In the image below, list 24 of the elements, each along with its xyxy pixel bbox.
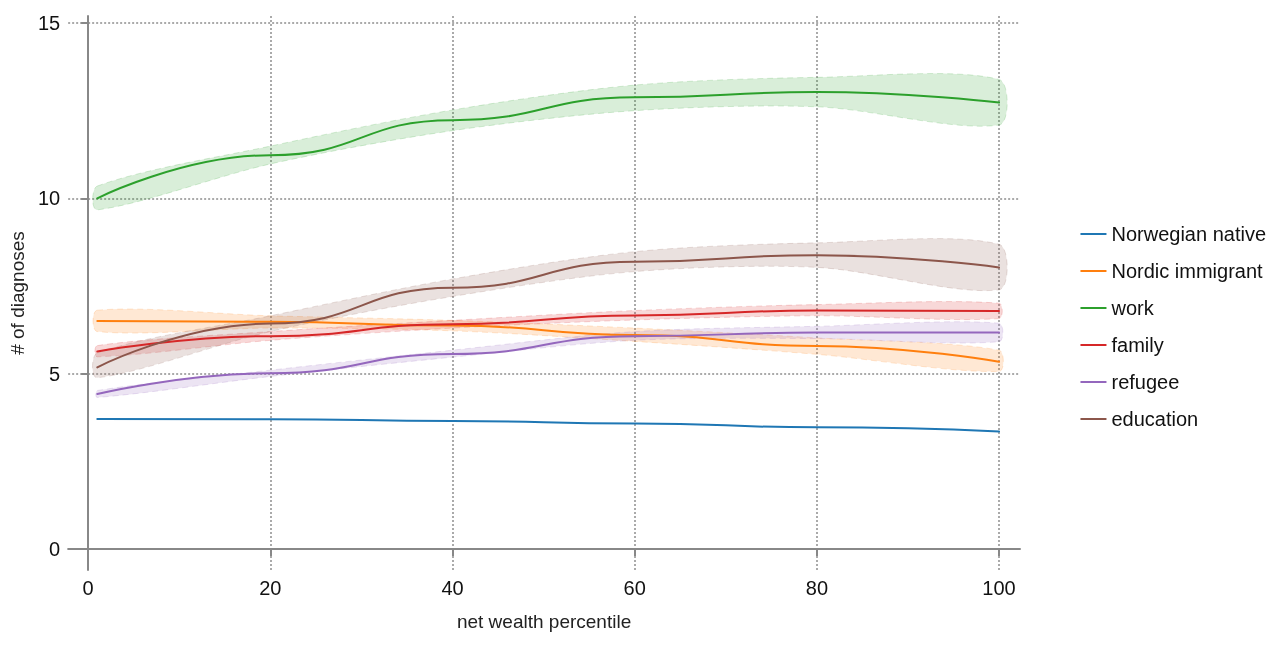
x-tick-label: 60 bbox=[623, 577, 646, 599]
x-tick-label: 80 bbox=[805, 577, 828, 599]
line-series bbox=[96, 254, 1001, 369]
x-tick-label: 100 bbox=[982, 577, 1016, 599]
y-tick-label: 10 bbox=[37, 187, 61, 210]
legend-label: education bbox=[1111, 408, 1199, 430]
x-tick-label: 20 bbox=[259, 577, 282, 599]
y-axis-title: # of diagnoses bbox=[7, 231, 28, 355]
line-series bbox=[96, 309, 1001, 353]
y-tick-label: 5 bbox=[49, 362, 61, 385]
x-tick-label: 40 bbox=[441, 577, 464, 599]
x-axis-title: net wealth percentile bbox=[456, 611, 632, 632]
legend-label: Nordic immigrant bbox=[1111, 260, 1264, 282]
x-tick-label: 0 bbox=[82, 577, 94, 599]
legend-label: refugee bbox=[1111, 371, 1180, 393]
line-series bbox=[96, 91, 1001, 200]
line-series bbox=[96, 320, 1001, 363]
legend-label: Norwegian native bbox=[1111, 223, 1266, 245]
y-tick-label: 15 bbox=[37, 12, 61, 35]
legend-label: family bbox=[1111, 334, 1164, 356]
y-tick-label: 0 bbox=[49, 537, 61, 560]
line-series bbox=[96, 331, 1001, 395]
line-series bbox=[96, 417, 1001, 433]
legend-label: work bbox=[1110, 297, 1155, 319]
